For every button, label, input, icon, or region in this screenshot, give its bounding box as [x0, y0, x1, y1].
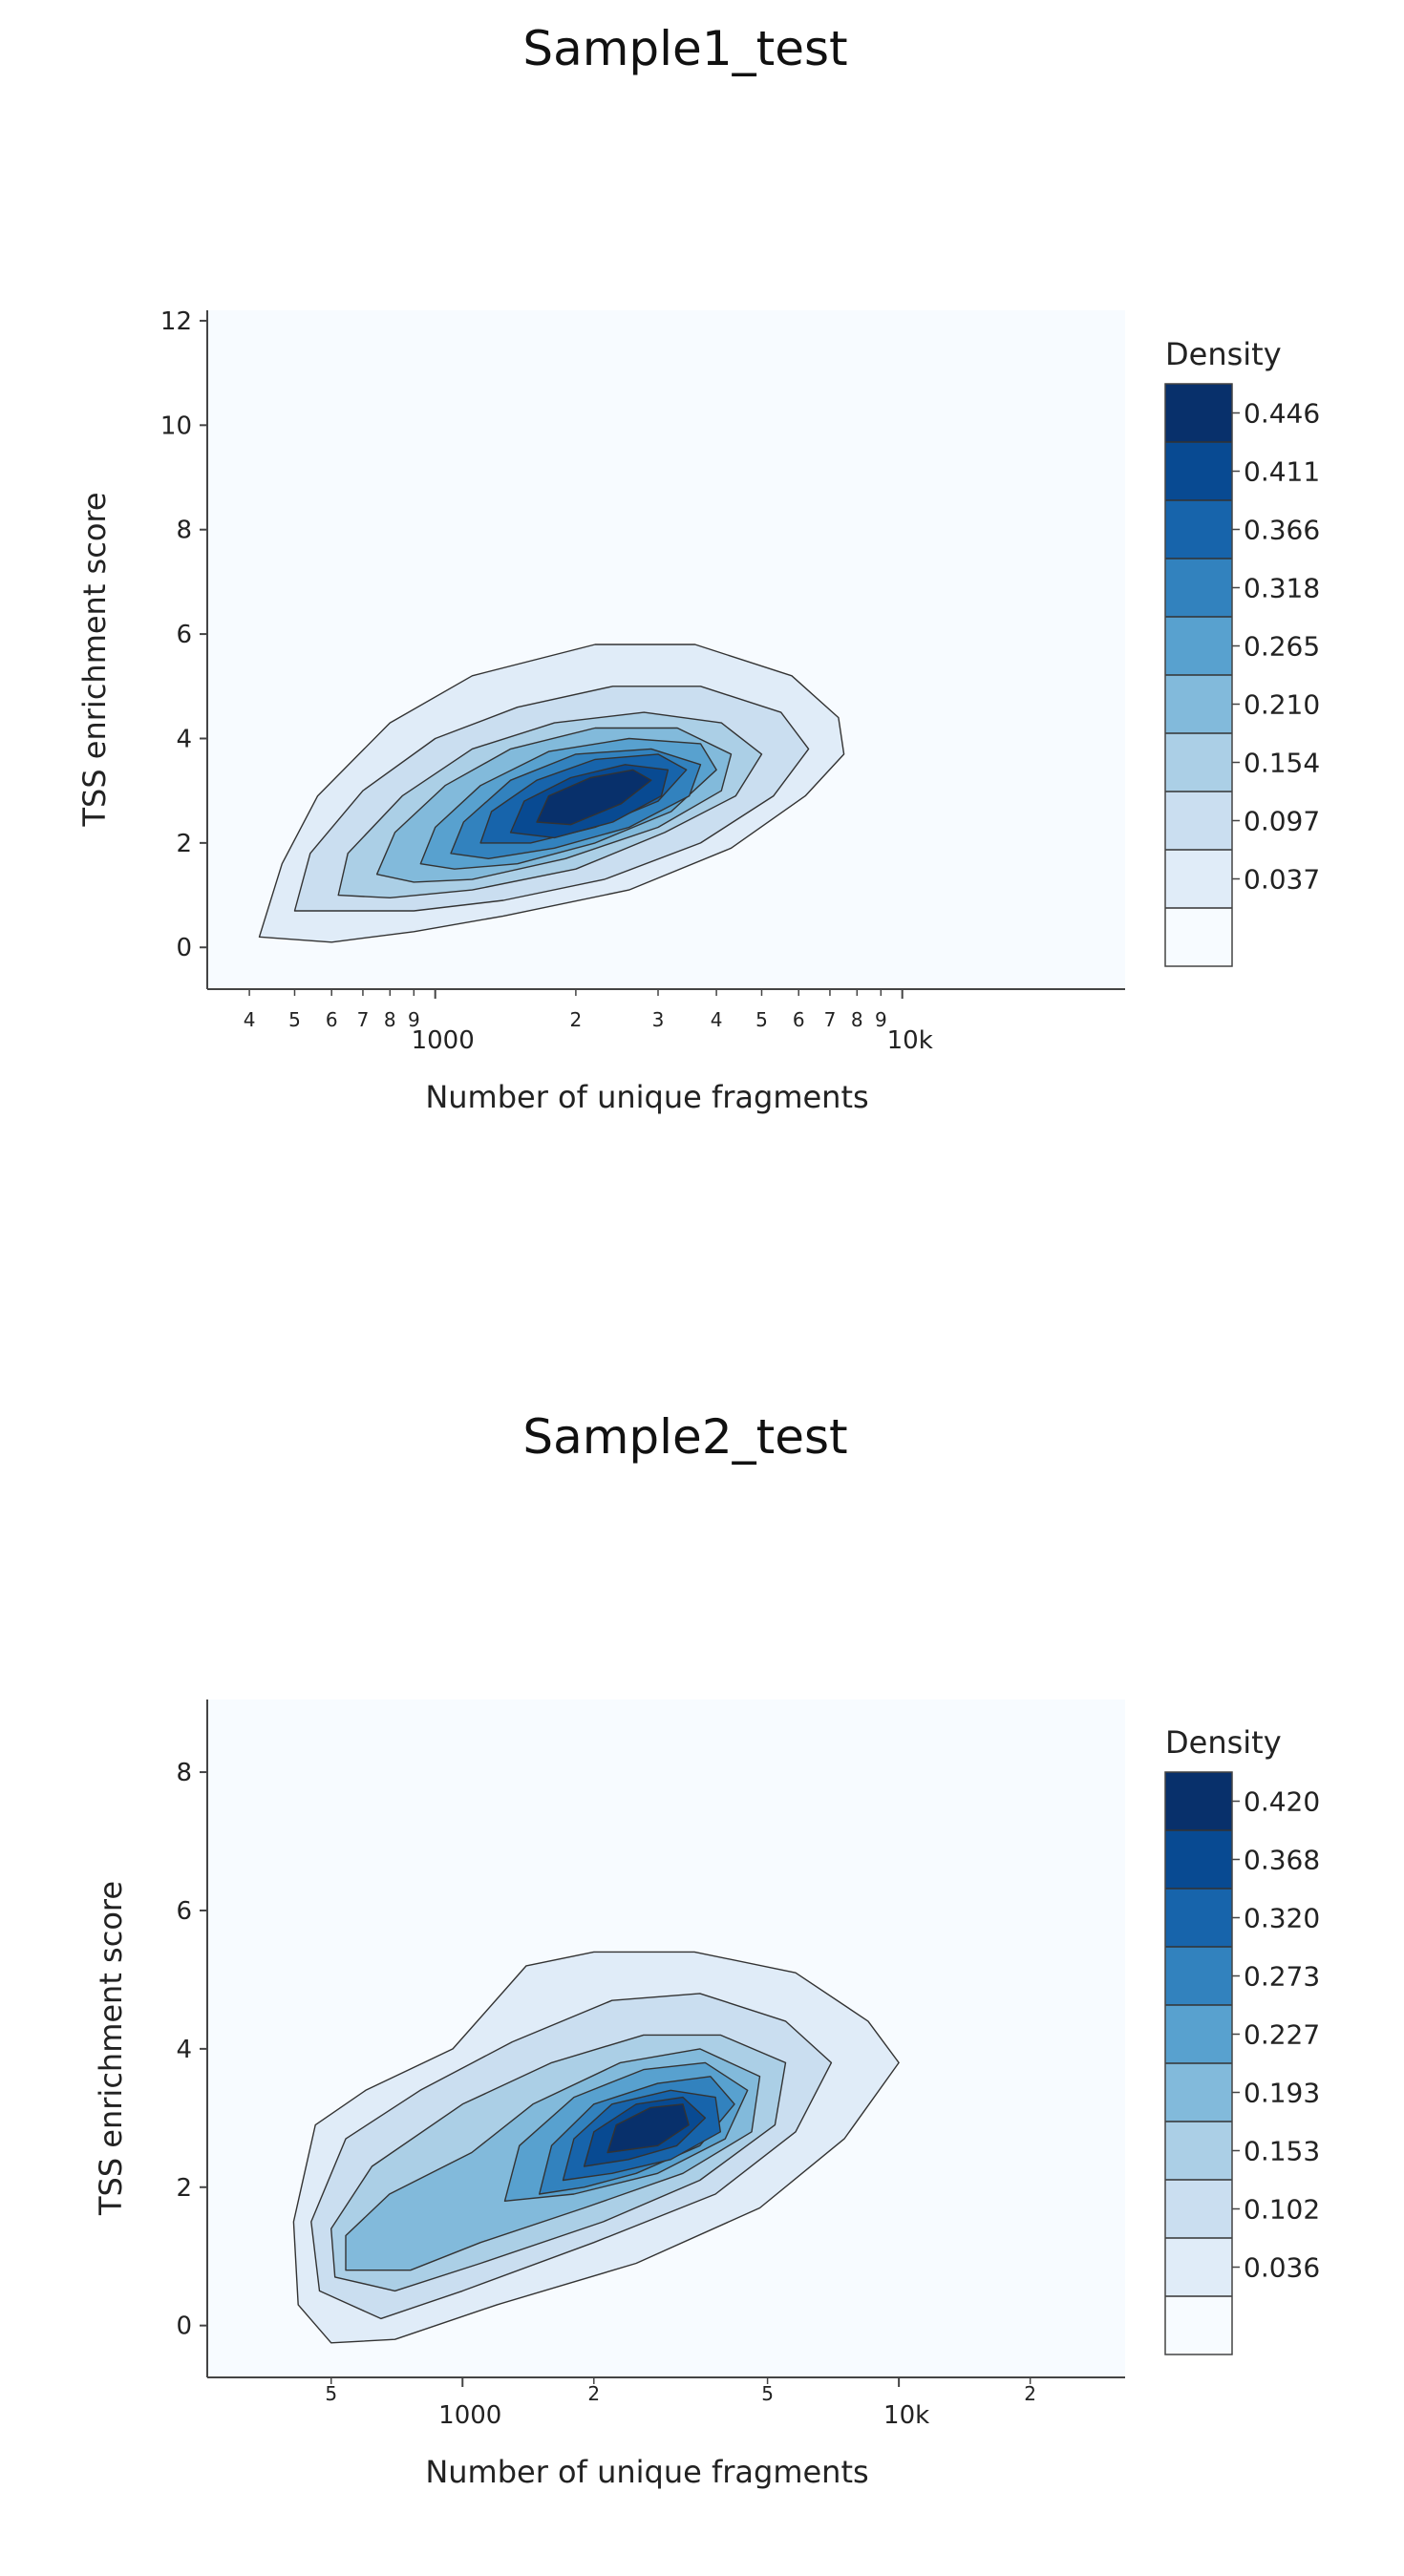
chart-title: Sample2_test: [522, 1409, 847, 1465]
y-tick-label: 0: [176, 2312, 192, 2341]
y-tick-label: 8: [176, 517, 192, 545]
colorbar-segment: [1165, 675, 1232, 733]
x-minor-tick-label: 3: [652, 1008, 665, 1031]
x-minor-tick-label: 5: [325, 2382, 337, 2405]
colorbar-tick-label: 0.193: [1244, 2078, 1320, 2109]
x-minor-tick-label: 5: [755, 1008, 768, 1031]
x-tick-label: 1000: [412, 1026, 475, 1055]
x-tick-label: 1000: [438, 2401, 501, 2430]
colorbar-tick-label: 0.153: [1244, 2136, 1320, 2167]
colorbar-segment: [1165, 2238, 1232, 2296]
colorbar-segment: [1165, 500, 1232, 559]
colorbar-title: Density: [1165, 336, 1282, 372]
x-minor-tick-label: 6: [793, 1008, 805, 1031]
colorbar-tick-label: 0.102: [1244, 2194, 1320, 2226]
colorbar-segment: [1165, 2005, 1232, 2063]
colorbar-tick-label: 0.446: [1244, 398, 1320, 430]
x-axis-label: Number of unique fragments: [425, 2454, 868, 2490]
x-minor-tick-label: 5: [761, 2382, 774, 2405]
x-minor-tick-label: 8: [851, 1008, 863, 1031]
x-minor-tick-label: 9: [875, 1008, 887, 1031]
y-tick-label: 4: [176, 725, 192, 753]
colorbar-segment: [1165, 442, 1232, 500]
y-tick-label: 2: [176, 830, 192, 858]
colorbar-tick-label: 0.420: [1244, 1786, 1320, 1818]
y-axis-label: TSS enrichment score: [93, 1881, 129, 2216]
colorbar-tick-label: 0.097: [1244, 806, 1320, 837]
colorbar-segment: [1165, 1889, 1232, 1947]
y-tick-label: 12: [160, 307, 192, 336]
y-tick-label: 8: [176, 1759, 192, 1787]
colorbar-tick-label: 0.154: [1244, 748, 1320, 779]
y-axis-label: TSS enrichment score: [76, 492, 113, 827]
chart-2: Sample2_test 0 2 4 6 8 1000 10k 5 2 5 2 Number of un…: [93, 1409, 1320, 2490]
colorbar-tick-label: 0.273: [1244, 1961, 1320, 1993]
x-minor-tick-label: 6: [326, 1008, 338, 1031]
x-tick-label: 10k: [887, 1026, 933, 1055]
x-minor-tick-label: 5: [288, 1008, 301, 1031]
colorbar-segment: [1165, 2296, 1232, 2354]
contour-level-9: [606, 2103, 690, 2154]
colorbar-tick-label: 0.265: [1244, 631, 1320, 663]
colorbar-outline: [1164, 383, 1233, 967]
y-tick-label: 2: [176, 2174, 192, 2203]
colorbar-segment: [1165, 1772, 1232, 1830]
colorbar-tick-label: 0.320: [1244, 1903, 1320, 1934]
colorbar-segment: [1165, 1830, 1232, 1889]
colorbar-segment: [1165, 384, 1232, 442]
colorbar-tick-label: 0.036: [1244, 2252, 1320, 2284]
colorbar-segment: [1165, 617, 1232, 675]
colorbar-segment: [1165, 559, 1232, 617]
x-minor-tick-label: 4: [711, 1008, 723, 1031]
y-tick-label: 10: [160, 412, 192, 440]
chart-title: Sample1_test: [522, 21, 847, 76]
colorbar-outline: [1164, 1771, 1233, 2355]
x-tick-label: 10k: [883, 2401, 929, 2430]
colorbar-title: Density: [1165, 1724, 1282, 1761]
colorbar-tick-label: 0.411: [1244, 456, 1320, 488]
y-tick-label: 4: [176, 2036, 192, 2064]
colorbar-tick-label: 0.368: [1244, 1845, 1320, 1876]
colorbar-segment: [1165, 733, 1232, 792]
colorbar-segment: [1165, 2063, 1232, 2122]
contour-level-9: [536, 769, 652, 826]
x-minor-tick-label: 8: [384, 1008, 396, 1031]
contour-layer: [258, 644, 845, 943]
x-minor-tick-label: 2: [587, 2382, 600, 2405]
y-tick-label: 0: [176, 934, 192, 962]
x-minor-tick-label: 4: [244, 1008, 256, 1031]
colorbar-tick-label: 0.227: [1244, 2019, 1320, 2051]
x-minor-tick-label: 2: [570, 1008, 583, 1031]
colorbar-segment: [1165, 908, 1232, 966]
y-tick-label: 6: [176, 1897, 192, 1926]
x-minor-tick-label: 2: [1024, 2382, 1036, 2405]
colorbar-tick-label: 0.037: [1244, 864, 1320, 896]
x-minor-tick-label: 9: [408, 1008, 420, 1031]
y-tick-label: 6: [176, 621, 192, 649]
colorbar-segment: [1165, 1947, 1232, 2005]
colorbar-segment: [1165, 2122, 1232, 2180]
x-minor-tick-label: 7: [824, 1008, 837, 1031]
colorbar-tick-label: 0.318: [1244, 573, 1320, 604]
colorbar-segment: [1165, 850, 1232, 908]
colorbar-tick-label: 0.366: [1244, 515, 1320, 546]
contour-layer: [292, 1951, 900, 2344]
colorbar-segment: [1165, 792, 1232, 850]
x-axis-label: Number of unique fragments: [425, 1079, 868, 1115]
colorbar-segment: [1165, 2180, 1232, 2238]
x-minor-tick-label: 7: [357, 1008, 370, 1031]
colorbar-tick-label: 0.210: [1244, 689, 1320, 721]
